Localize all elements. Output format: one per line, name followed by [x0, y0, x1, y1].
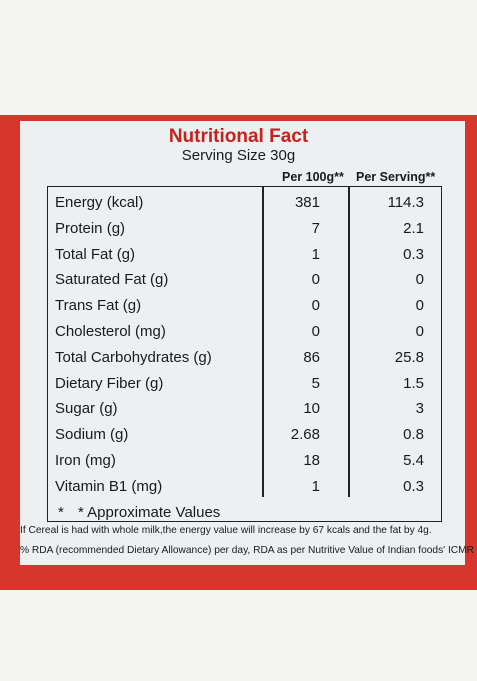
nutrient-name: Cholesterol (mg)	[55, 323, 166, 340]
per-100g-value: 5	[311, 374, 320, 392]
per-serving-value: 114.3	[387, 194, 424, 211]
nutrient-name: Total Carbohydrates (g)	[55, 348, 212, 366]
nutrient-name: Dietary Fiber (g)	[55, 374, 164, 392]
per-serving-value: 2.1	[403, 219, 424, 237]
per-serving-value: 0	[415, 323, 424, 340]
nutrient-name: Protein (g)	[55, 219, 126, 237]
per-serving-value: 3	[415, 400, 424, 418]
per-serving-value: 0	[415, 271, 424, 289]
label-panel	[20, 121, 465, 565]
per-100g-value: 0	[311, 271, 320, 289]
per-100g-value: 7	[311, 219, 320, 237]
title: Nutritional Fact	[168, 126, 309, 147]
per-100g-value: 0	[311, 297, 320, 315]
note-marker: *	[58, 503, 64, 521]
per-serving-value: 5.4	[403, 452, 424, 469]
per-100g-value: 1	[311, 245, 320, 263]
table-border	[47, 186, 442, 522]
nutrient-name: Sodium (g)	[55, 426, 129, 444]
column-header: Per Serving**	[356, 170, 436, 184]
per-100g-value: 381	[294, 194, 320, 211]
per-100g-value: 0	[311, 323, 320, 340]
serving-size: Serving Size 30g	[181, 147, 296, 164]
per-100g-value: 10	[303, 400, 320, 418]
per-serving-value: 0.8	[403, 426, 424, 444]
nutrient-name: Sugar (g)	[55, 400, 118, 418]
nutrient-name: Vitamin B1 (mg)	[55, 477, 163, 495]
column-header: Per 100g**	[282, 170, 344, 184]
per-serving-value: 0.3	[403, 245, 424, 263]
column-divider	[262, 186, 264, 497]
per-serving-value: 0	[415, 297, 424, 315]
nutrient-name: Saturated Fat (g)	[55, 271, 169, 289]
per-100g-value: 86	[303, 348, 320, 366]
per-serving-value: 1.5	[403, 374, 424, 392]
note-text: * Approximate Values	[78, 503, 221, 521]
per-100g-value: 2.68	[290, 426, 320, 444]
nutrient-name: Total Fat (g)	[55, 245, 136, 263]
footnote: If Cereal is had with whole milk,the ene…	[20, 525, 432, 536]
footnote: % RDA (recommended Dietary Allowance) pe…	[20, 545, 474, 556]
column-divider	[348, 186, 350, 497]
per-serving-value: 0.3	[403, 477, 424, 495]
per-100g-value: 1	[311, 477, 320, 495]
per-serving-value: 25.8	[394, 348, 424, 366]
per-100g-value: 18	[303, 452, 320, 469]
nutrient-name: Trans Fat (g)	[55, 297, 142, 315]
nutrient-name: Iron (mg)	[55, 452, 116, 469]
nutrient-name: Energy (kcal)	[55, 194, 144, 211]
